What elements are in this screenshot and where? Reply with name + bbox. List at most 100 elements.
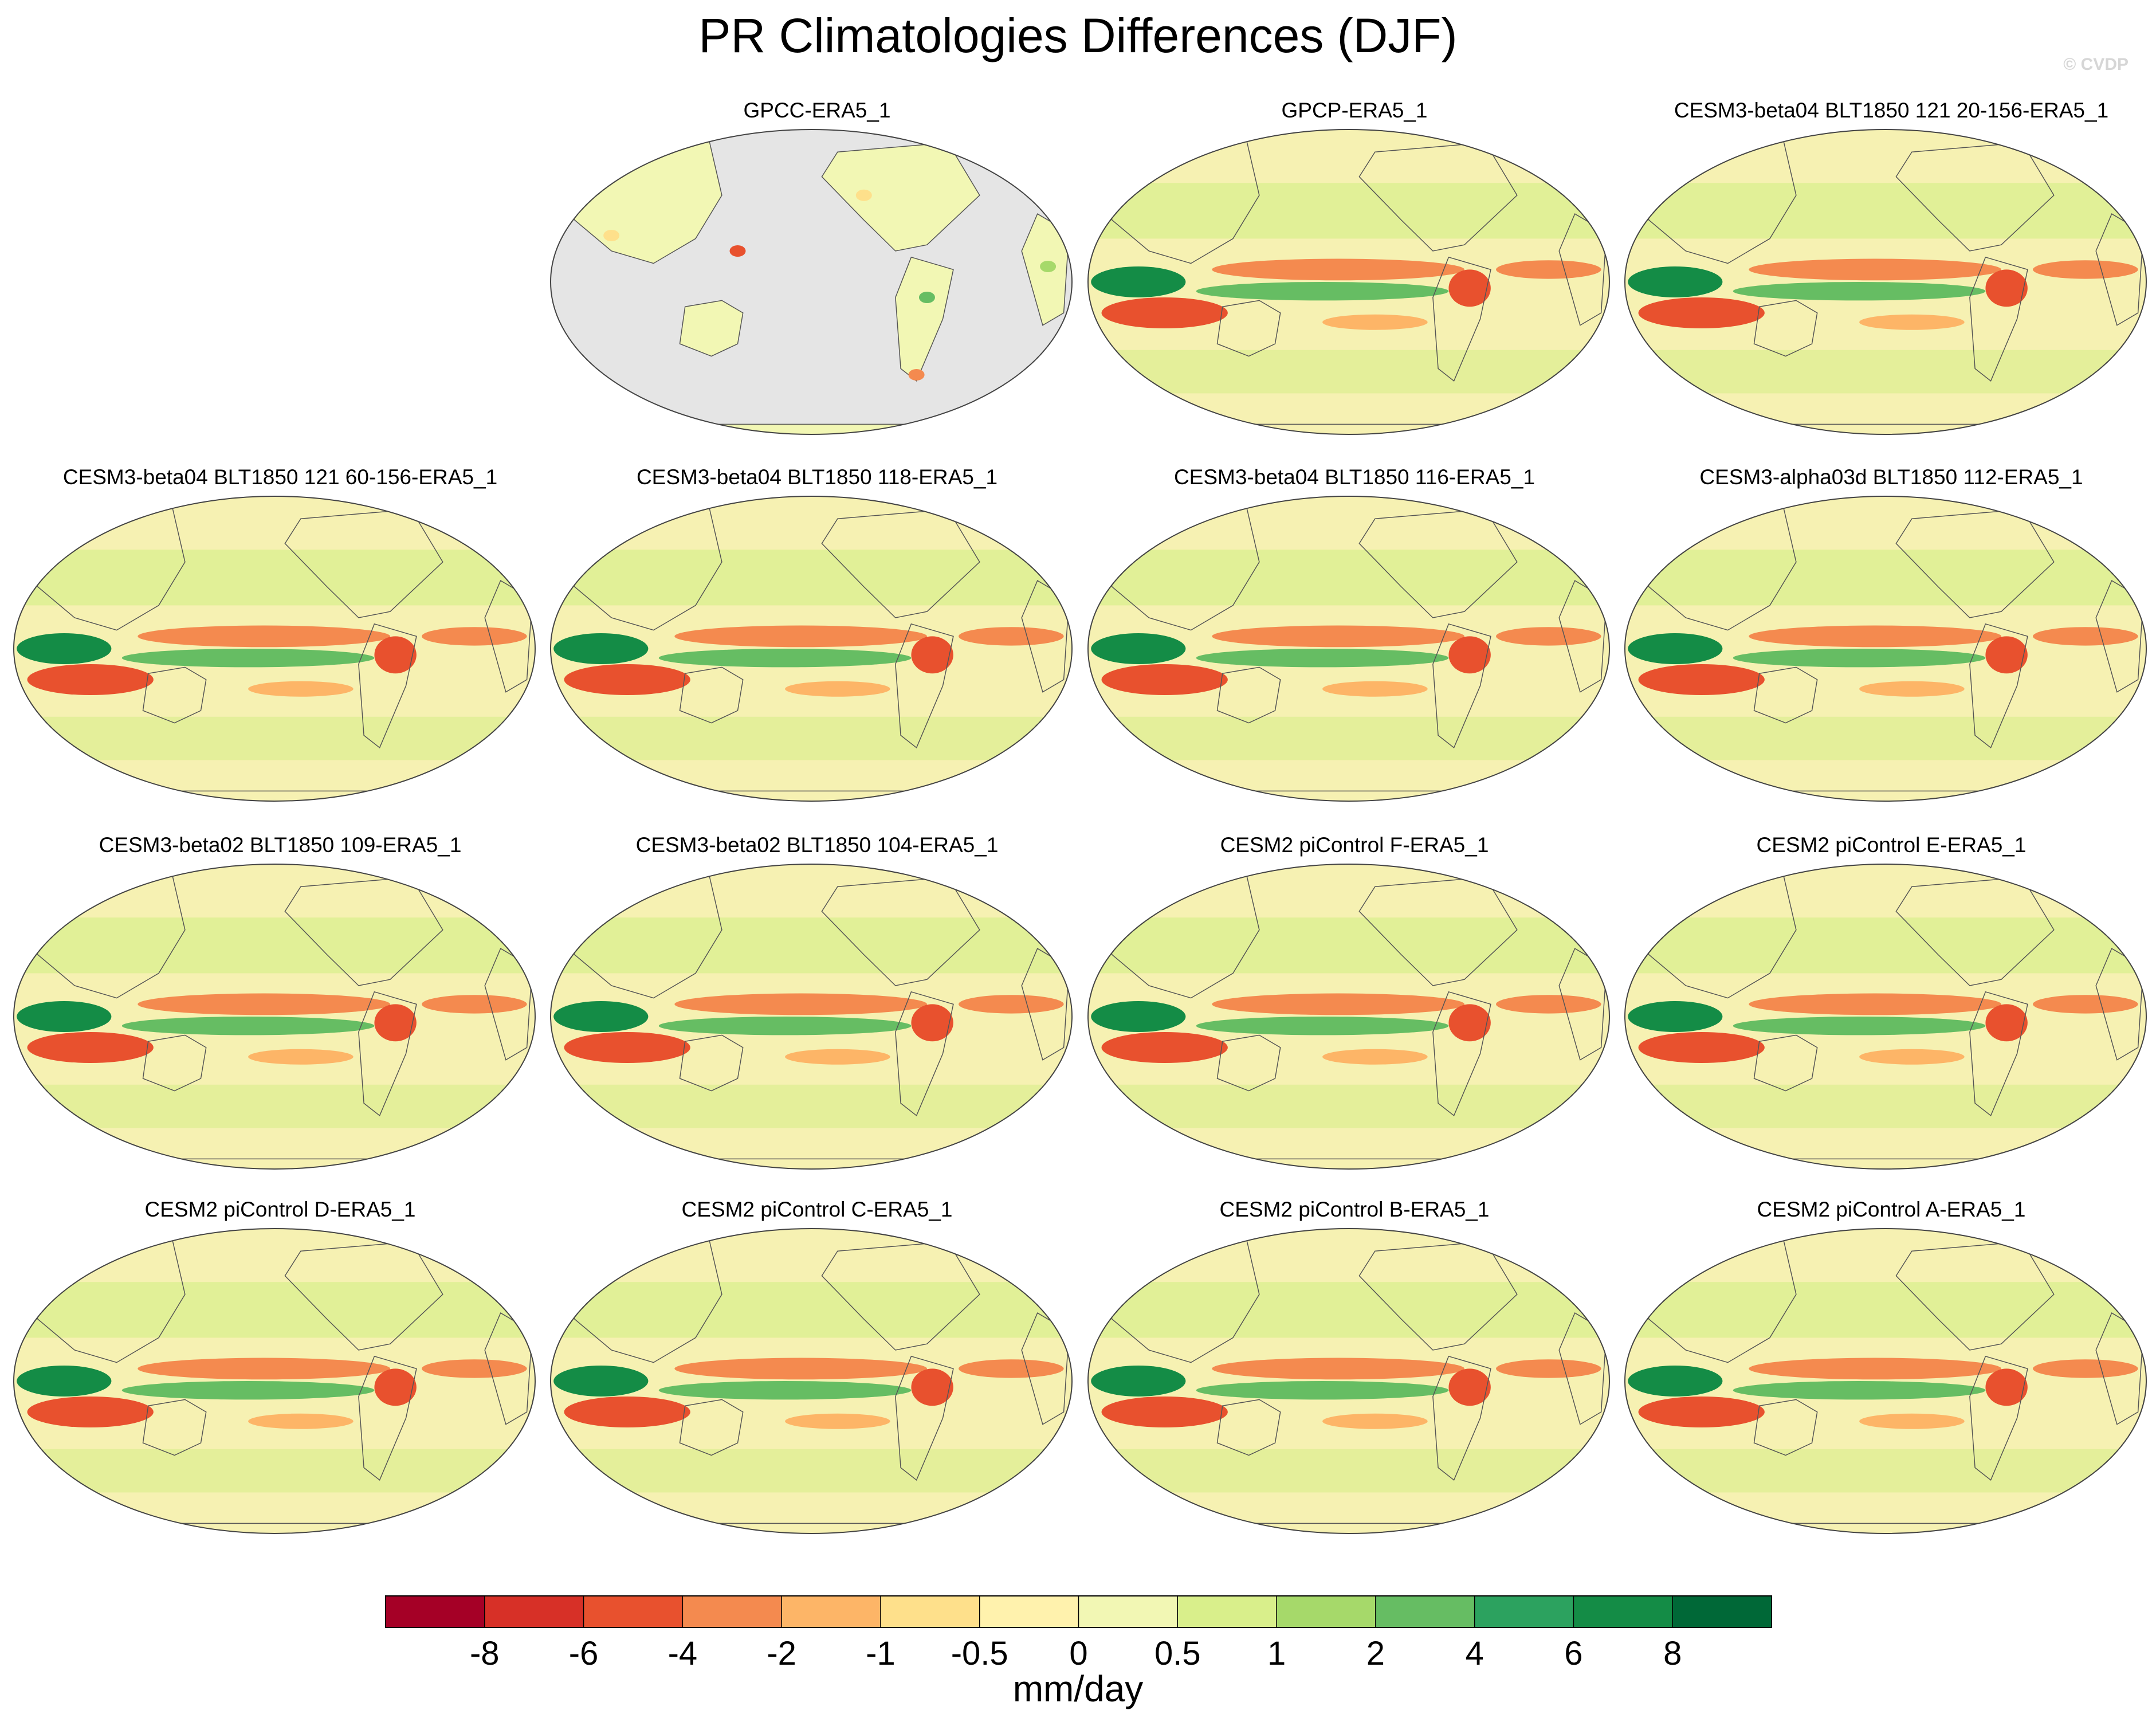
atlantic-dry: [2033, 627, 2138, 646]
indian-ocean-dry: [27, 1397, 154, 1427]
midlat-band: [14, 550, 535, 606]
indian-ocean-dry: [564, 1397, 690, 1427]
itcz-dry-band: [674, 993, 927, 1015]
coastline: [679, 1034, 744, 1092]
map-plot: [550, 864, 1073, 1170]
map-outline: [1087, 129, 1610, 435]
panel-title: CESM3-beta02 BLT1850 104-ERA5_1: [635, 833, 999, 857]
colorbar-tick-label: -2: [767, 1635, 796, 1672]
amazon-anomaly: [911, 636, 953, 674]
itcz-dry-band: [1212, 993, 1464, 1015]
spcz-anomaly: [785, 1413, 890, 1429]
colorbar-swatch: [979, 1596, 1079, 1627]
indian-ocean-wet: [17, 633, 112, 664]
atlantic-dry: [422, 627, 527, 646]
amazon-anomaly: [374, 1368, 417, 1406]
colorbar-swatch: [386, 1596, 485, 1627]
colorbar-swatch: [1573, 1596, 1673, 1627]
indian-ocean-wet: [553, 633, 649, 664]
southern-band: [14, 1084, 535, 1128]
map-plot: [13, 496, 536, 802]
southern-band: [1088, 350, 1609, 394]
map-outline: [1624, 864, 2147, 1170]
map-panel: CESM2 piControl E-ERA5_1: [1623, 833, 2156, 1200]
indian-ocean-dry: [1638, 1032, 1765, 1063]
colorbar-swatch: [484, 1596, 584, 1627]
itcz-wet-band: [121, 649, 375, 668]
coastline: [895, 1355, 954, 1481]
indian-ocean-dry: [27, 664, 154, 695]
colorbar-swatch: [1474, 1596, 1574, 1627]
map-outline: [550, 1228, 1073, 1534]
coastline: [895, 991, 954, 1116]
coastline: [1216, 1399, 1281, 1456]
panel-title: CESM3-alpha03d BLT1850 112-ERA5_1: [1699, 465, 2083, 489]
coastline: [1969, 623, 2028, 748]
southern-band: [1625, 716, 2146, 760]
midlat-band: [1088, 917, 1609, 974]
colorbar-swatch: [583, 1596, 683, 1627]
map-plot: [550, 1228, 1073, 1534]
itcz-wet-band: [658, 649, 912, 668]
coastline: [358, 1355, 417, 1481]
indian-ocean-wet: [1628, 633, 1723, 664]
indian-ocean-wet: [1091, 266, 1186, 297]
spcz-anomaly: [248, 1413, 354, 1429]
itcz-wet-band: [1196, 1017, 1449, 1035]
itcz-wet-band: [1733, 649, 1986, 668]
spcz-anomaly: [248, 1049, 354, 1065]
coastline: [1753, 300, 1818, 357]
itcz-wet-band: [658, 1017, 912, 1035]
midlat-band: [551, 917, 1072, 974]
midlat-band: [1088, 1282, 1609, 1338]
itcz-dry-band: [1212, 258, 1464, 281]
land-shape: [679, 300, 744, 357]
indian-ocean-dry: [564, 664, 690, 695]
southern-band: [14, 1449, 535, 1493]
itcz-wet-band: [121, 1017, 375, 1035]
map-outline: [550, 496, 1073, 802]
watermark: © CVDP: [2063, 55, 2128, 74]
coastline: [679, 666, 744, 724]
amazon-anomaly: [1448, 269, 1491, 307]
southern-band: [551, 716, 1072, 760]
coastline: [358, 991, 417, 1116]
colorbar-swatch: [1375, 1596, 1475, 1627]
map-plot: [1624, 864, 2147, 1170]
colorbar-tick-label: 6: [1564, 1635, 1582, 1672]
colorbar-swatch: [880, 1596, 980, 1627]
map-plot: [1087, 496, 1610, 802]
colorbar-tick-label: 2: [1366, 1635, 1385, 1672]
atlantic-dry: [2033, 995, 2138, 1014]
spcz-anomaly: [785, 1049, 890, 1065]
coastline: [1432, 1355, 1491, 1481]
coastline: [142, 1399, 207, 1456]
map-plot: [13, 1228, 536, 1534]
southern-band: [1625, 1084, 2146, 1128]
map-plot: [1087, 1228, 1610, 1534]
atlantic-dry: [2033, 260, 2138, 279]
anomaly-spot: [855, 189, 872, 201]
colorbar-swatch: [1277, 1596, 1376, 1627]
anomaly-spot: [1040, 261, 1057, 272]
atlantic-dry: [1496, 627, 1601, 646]
itcz-dry-band: [1749, 625, 2001, 648]
map-plot: [1624, 496, 2147, 802]
itcz-dry-band: [1212, 1358, 1464, 1380]
indian-ocean-wet: [553, 1366, 649, 1397]
atlantic-dry: [959, 627, 1064, 646]
indian-ocean-wet: [1091, 633, 1186, 664]
map-outline: [1624, 129, 2147, 435]
midlat-band: [1625, 917, 2146, 974]
coastline: [358, 623, 417, 748]
map-panel: CESM2 piControl D-ERA5_1: [11, 1198, 549, 1564]
colorbar-tick-label: -8: [470, 1635, 500, 1672]
coastline: [679, 1399, 744, 1456]
itcz-dry-band: [1749, 993, 2001, 1015]
southern-band: [551, 1449, 1072, 1493]
coastline: [1216, 300, 1281, 357]
map-plot: [1087, 864, 1610, 1170]
indian-ocean-wet: [1628, 1001, 1723, 1032]
amazon-anomaly: [374, 1004, 417, 1042]
map-panel: CESM3-beta04 BLT1850 116-ERA5_1: [1086, 465, 1623, 832]
